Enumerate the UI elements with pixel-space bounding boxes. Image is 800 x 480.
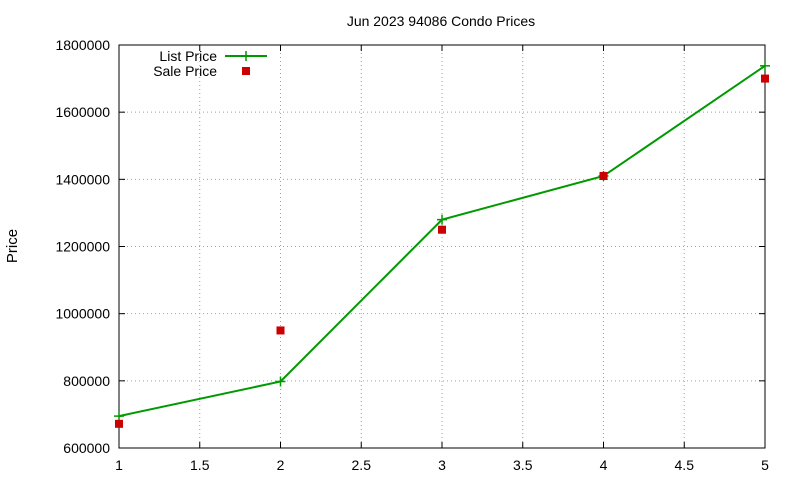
- chart-title: Jun 2023 94086 Condo Prices: [347, 13, 535, 29]
- x-tick-label: 3: [438, 457, 446, 473]
- x-tick-label: 4: [600, 457, 608, 473]
- legend-square-marker: [242, 67, 250, 75]
- x-tick-label: 5: [761, 457, 769, 473]
- x-tick-label: 1.5: [190, 457, 210, 473]
- legend-label: List Price: [159, 48, 217, 64]
- y-tick-label: 600000: [63, 440, 110, 456]
- plot-border: [118, 44, 766, 449]
- sale-price-point: [599, 171, 608, 180]
- axes: 1 1.5 2 2.5 3 3.5 4 4.5 5 600000 800000 1000000 1200…: [55, 37, 769, 473]
- sale-price-point: [438, 225, 446, 234]
- y-tick-label: 1600000: [55, 104, 110, 120]
- x-tick-label: 2: [277, 457, 285, 473]
- sale-price-point: [115, 419, 123, 428]
- y-tick-label: 1000000: [55, 306, 110, 322]
- y-tick-label: 1200000: [55, 239, 110, 255]
- sale-price-point: [276, 326, 285, 335]
- list-price-point: [114, 411, 124, 422]
- x-tick-label: 2.5: [352, 457, 372, 473]
- plot-area: [114, 60, 770, 428]
- series-line-list-price: [118, 64, 766, 418]
- legend-label: Sale Price: [153, 63, 217, 79]
- y-tick-label: 1400000: [55, 171, 110, 187]
- x-tick-label: 4.5: [675, 457, 695, 473]
- list-price-point: [275, 376, 286, 387]
- sale-price-point: [761, 74, 769, 83]
- x-tick-label: 1: [115, 457, 123, 473]
- grid: [119, 45, 765, 448]
- list-price-point: [437, 214, 447, 225]
- y-axis-label: Price: [4, 229, 21, 263]
- y-tick-label: 800000: [63, 373, 110, 389]
- y-tick-label: 1800000: [55, 37, 110, 53]
- legend-cross-marker: [241, 51, 251, 61]
- list-price-point: [760, 60, 770, 71]
- x-tick-label: 3.5: [513, 457, 533, 473]
